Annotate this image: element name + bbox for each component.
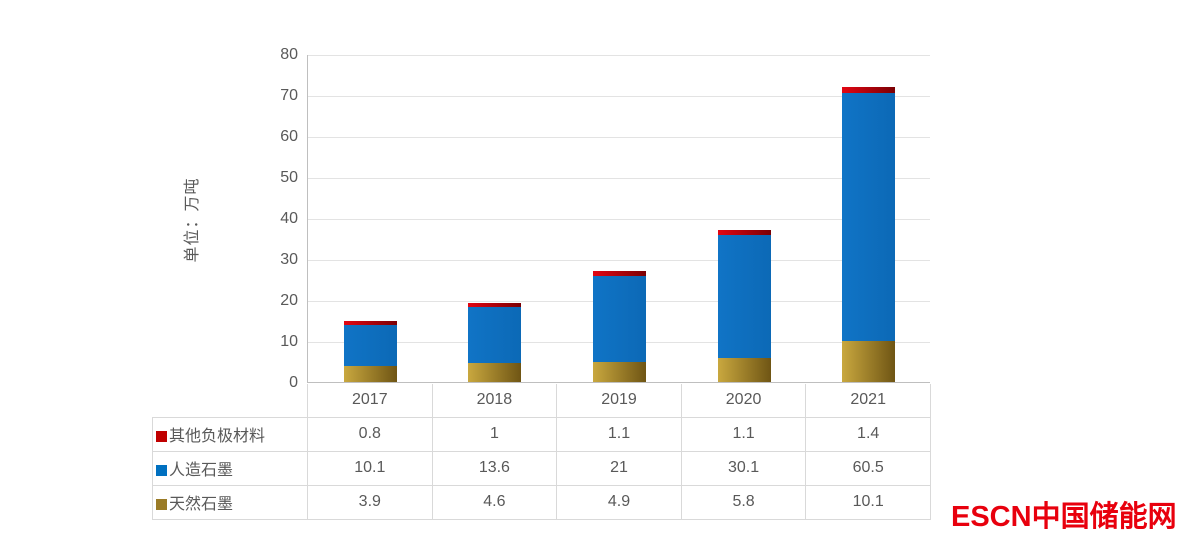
table-value-cell: 60.5 — [805, 450, 931, 486]
legend-key-icon — [156, 499, 167, 510]
y-tick-label: 70 — [280, 87, 298, 104]
bar-segment — [343, 321, 397, 325]
gridline — [308, 219, 930, 220]
gridline — [308, 96, 930, 97]
table-value-cell: 0.8 — [307, 416, 433, 452]
table-value-cell: 13.6 — [431, 450, 558, 486]
table-row: 其他负极材料 0.8 1 1.1 1.1 1.4 — [152, 416, 931, 452]
bar-segment — [842, 340, 896, 382]
bar-segment — [593, 271, 646, 276]
gridline — [308, 178, 930, 179]
plot-area — [307, 55, 930, 383]
gridline — [308, 55, 930, 56]
bar-segment — [343, 366, 397, 382]
bar-segment — [842, 86, 896, 93]
bar-segment — [468, 307, 522, 364]
table-value-cell: 1 — [431, 416, 558, 452]
table-value-cell: 5.8 — [680, 484, 807, 520]
y-tick-label: 30 — [280, 251, 298, 268]
y-tick-label: 40 — [280, 210, 298, 227]
x-axis-category-label: 2017 — [307, 384, 433, 418]
y-tick-label: 50 — [280, 169, 298, 186]
bar-segment — [717, 358, 771, 382]
bar-segment — [343, 324, 397, 367]
table-value-cell: 21 — [556, 450, 682, 486]
table-value-cell: 1.1 — [556, 416, 682, 452]
table-row: 人造石墨 10.1 13.6 21 30.1 60.5 — [152, 450, 931, 486]
table-value-cell: 1.4 — [805, 416, 931, 452]
bar-segment — [593, 361, 646, 382]
y-axis-title: 单位：万吨 — [184, 177, 201, 263]
bar-segment — [468, 303, 522, 308]
table-value-cell: 4.9 — [556, 484, 682, 520]
table-row: 天然石墨 3.9 4.6 4.9 5.8 10.1 — [152, 484, 931, 520]
y-tick-label: 0 — [289, 374, 298, 391]
x-axis-labels-row: 2017 2018 2019 2020 2021 — [153, 384, 931, 418]
y-tick-label: 20 — [280, 292, 298, 309]
x-axis-category-label: 2019 — [556, 384, 682, 418]
series-label: 天然石墨 — [152, 484, 308, 520]
y-tick-label: 60 — [280, 128, 298, 145]
table-value-cell: 30.1 — [680, 450, 807, 486]
x-axis-category-label: 2018 — [431, 384, 558, 418]
legend-key-icon — [156, 431, 167, 442]
table-corner-blank — [153, 384, 308, 417]
x-axis-category-label: 2021 — [805, 384, 931, 418]
gridline — [308, 260, 930, 261]
gridline — [308, 137, 930, 138]
table-value-cell: 10.1 — [805, 484, 931, 520]
series-label: 其他负极材料 — [152, 416, 308, 452]
bar-segment — [468, 363, 522, 382]
table-value-cell: 1.1 — [680, 416, 807, 452]
x-axis-category-label: 2020 — [680, 384, 807, 418]
bar-segment — [842, 92, 896, 341]
series-label: 人造石墨 — [152, 450, 308, 486]
y-tick-label: 10 — [280, 333, 298, 350]
bar-segment — [717, 234, 771, 359]
table-value-cell: 10.1 — [307, 450, 433, 486]
legend-key-icon — [156, 465, 167, 476]
table-value-cell: 4.6 — [431, 484, 558, 520]
table-value-cell: 3.9 — [307, 484, 433, 520]
bar-segment — [593, 275, 646, 362]
bar-segment — [717, 230, 771, 235]
data-table: 2017 2018 2019 2020 2021 其他负极材料 0.8 1 1.1 1.1 1.4 人… — [152, 384, 931, 520]
y-tick-label: 80 — [280, 46, 298, 63]
escn-logo: ESCN中国储能网 — [951, 493, 1177, 535]
escn-logo-text: ESCN中国储能网 — [951, 501, 1177, 533]
